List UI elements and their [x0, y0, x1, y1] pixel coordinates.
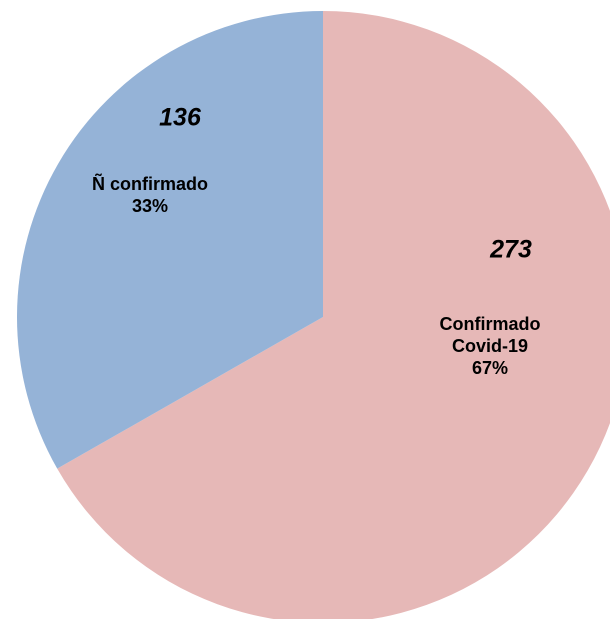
value-label: 136 [159, 103, 201, 132]
pie-slice [57, 11, 610, 619]
percentage-label: 67% [471, 358, 509, 378]
category-label: Confirmado Covid-19 [439, 314, 541, 356]
slice-label: Confirmado Covid-19 67% [425, 313, 555, 379]
value-label: 273 [490, 235, 532, 264]
pie-slice [17, 11, 324, 469]
slice-label: Ñ confirmado 33% [50, 173, 250, 217]
percentage-label: 33% [131, 196, 169, 216]
category-label: Ñ confirmado [91, 174, 208, 194]
